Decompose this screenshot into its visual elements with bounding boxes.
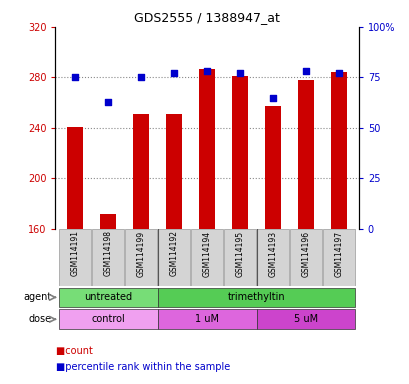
- Text: ■: ■: [55, 362, 65, 372]
- Bar: [297, 80, 313, 229]
- Bar: [58, 288, 157, 307]
- Text: 1 uM: 1 uM: [195, 314, 218, 324]
- Bar: [322, 229, 354, 286]
- Bar: [67, 127, 83, 229]
- Bar: [191, 229, 222, 286]
- Bar: [133, 114, 149, 229]
- Text: untreated: untreated: [84, 292, 132, 302]
- Text: GSM114193: GSM114193: [268, 230, 277, 276]
- Bar: [330, 72, 346, 229]
- Bar: [157, 310, 256, 329]
- Point: [105, 98, 111, 104]
- Point: [302, 68, 308, 74]
- Text: GSM114195: GSM114195: [235, 230, 244, 276]
- Bar: [290, 229, 321, 286]
- Bar: [198, 68, 215, 229]
- Text: GSM114192: GSM114192: [169, 230, 178, 276]
- Text: agent: agent: [24, 292, 52, 302]
- Bar: [256, 229, 288, 286]
- Bar: [231, 76, 248, 229]
- Title: GDS2555 / 1388947_at: GDS2555 / 1388947_at: [134, 11, 279, 24]
- Bar: [158, 229, 189, 286]
- Bar: [58, 310, 157, 329]
- Point: [269, 94, 276, 101]
- Point: [335, 70, 342, 76]
- Text: trimethyltin: trimethyltin: [227, 292, 285, 302]
- Text: control: control: [91, 314, 125, 324]
- Bar: [59, 229, 91, 286]
- Bar: [256, 310, 355, 329]
- Text: GSM114199: GSM114199: [136, 230, 145, 276]
- Text: GSM114198: GSM114198: [103, 230, 112, 276]
- Point: [203, 68, 210, 74]
- Text: 5 uM: 5 uM: [293, 314, 317, 324]
- Bar: [92, 229, 124, 286]
- Point: [137, 74, 144, 80]
- Text: GSM114191: GSM114191: [70, 230, 79, 276]
- Text: ■: ■: [55, 346, 65, 356]
- Text: GSM114196: GSM114196: [301, 230, 310, 276]
- Text: dose: dose: [29, 314, 52, 324]
- Text: percentile rank within the sample: percentile rank within the sample: [59, 362, 230, 372]
- Bar: [100, 214, 116, 229]
- Bar: [264, 106, 281, 229]
- Text: GSM114197: GSM114197: [334, 230, 343, 276]
- Bar: [165, 114, 182, 229]
- Point: [171, 70, 177, 76]
- Text: count: count: [59, 346, 93, 356]
- Bar: [125, 229, 157, 286]
- Point: [72, 74, 78, 80]
- Bar: [157, 288, 355, 307]
- Point: [236, 70, 243, 76]
- Text: GSM114194: GSM114194: [202, 230, 211, 276]
- Bar: [224, 229, 255, 286]
